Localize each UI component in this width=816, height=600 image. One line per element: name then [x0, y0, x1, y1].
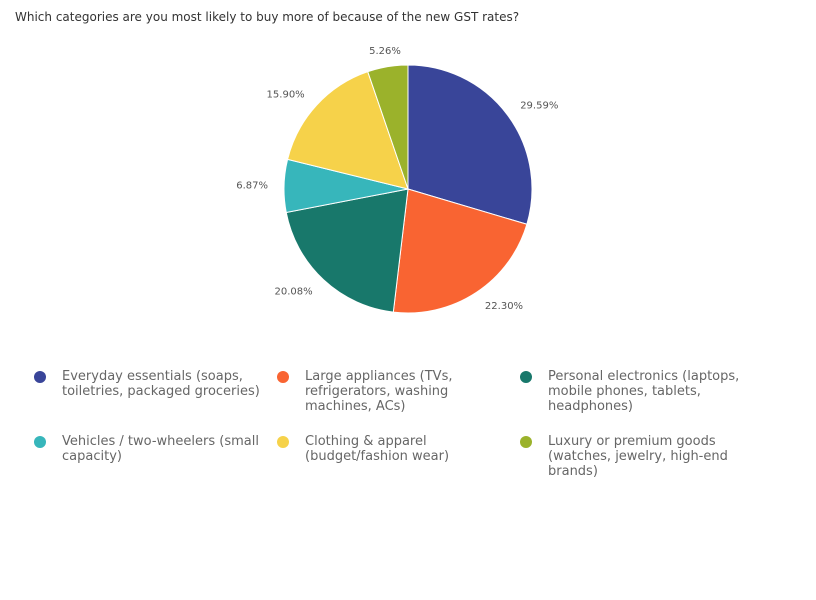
slice-value-label: 29.59% — [520, 100, 558, 111]
legend-label: Everyday essentials (soaps, toiletries, … — [62, 369, 260, 399]
pie-chart: 29.59% 22.30% 20.08% 6.87% 15.90% 5.26% — [236, 46, 558, 314]
slice-value-label: 20.08% — [274, 286, 312, 297]
legend-label: Large appliances (TVs, refrigerators, wa… — [305, 369, 453, 414]
legend-label: Vehicles / two-wheelers (small capacity) — [62, 434, 259, 464]
slice-value-label: 5.26% — [369, 46, 401, 57]
pie-slice-large-appliances[interactable] — [392, 188, 528, 314]
slice-value-label: 6.87% — [236, 180, 268, 191]
pie-slice-everyday-essentials[interactable] — [407, 64, 533, 225]
slice-value-label: 22.30% — [485, 301, 523, 312]
chart-title: Which categories are you most likely to … — [15, 10, 520, 24]
legend-marker — [520, 371, 532, 383]
pie-slice-personal-electronics[interactable] — [285, 188, 409, 313]
legend-marker — [520, 436, 532, 448]
pie-slice-clothing-apparel[interactable] — [286, 71, 409, 190]
legend-marker — [277, 371, 289, 383]
slice-value-label: 15.90% — [267, 90, 305, 101]
pie-slice-luxury-goods[interactable] — [367, 64, 409, 190]
legend-label: Luxury or premium goods (watches, jewelr… — [548, 434, 728, 479]
legend-label: Personal electronics (laptops, mobile ph… — [548, 369, 740, 414]
legend-label: Clothing & apparel (budget/fashion wear) — [305, 434, 450, 464]
legend-marker — [34, 371, 46, 383]
legend-marker — [34, 436, 46, 448]
legend-marker — [277, 436, 289, 448]
